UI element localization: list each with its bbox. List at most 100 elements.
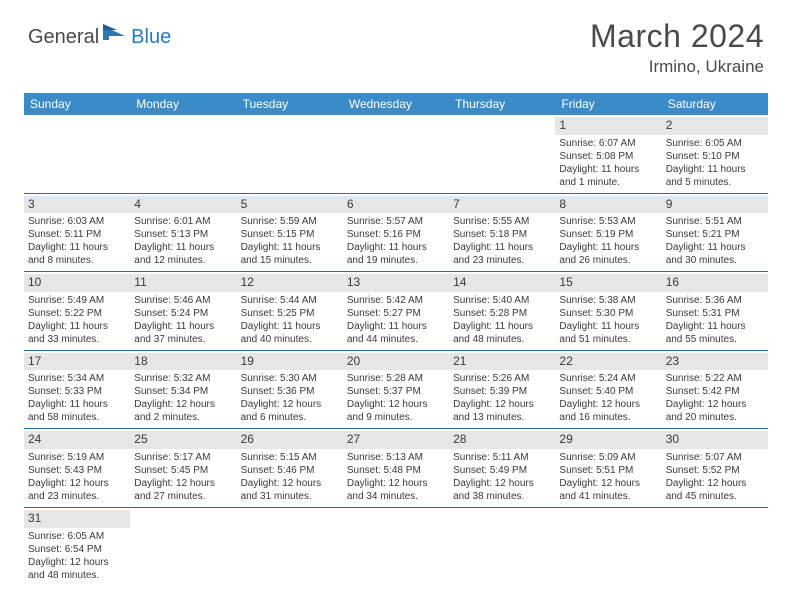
daylight-text: Daylight: 11 hours and 5 minutes. [666,163,764,189]
calendar-cell: 24Sunrise: 5:19 AMSunset: 5:43 PMDayligh… [24,429,130,508]
daylight-text: Daylight: 12 hours and 9 minutes. [347,398,445,424]
day-number: 19 [237,353,343,371]
calendar-cell: 17Sunrise: 5:34 AMSunset: 5:33 PMDayligh… [24,350,130,429]
sunrise-text: Sunrise: 5:17 AM [134,451,232,464]
daylight-text: Daylight: 11 hours and 23 minutes. [453,241,551,267]
daylight-text: Daylight: 12 hours and 38 minutes. [453,477,551,503]
calendar-row: 1Sunrise: 6:07 AMSunset: 5:08 PMDaylight… [24,115,768,193]
daylight-text: Daylight: 11 hours and 48 minutes. [453,320,551,346]
calendar-cell [237,115,343,193]
daylight-text: Daylight: 11 hours and 44 minutes. [347,320,445,346]
daylight-text: Daylight: 11 hours and 33 minutes. [28,320,126,346]
sunrise-text: Sunrise: 5:36 AM [666,294,764,307]
sunrise-text: Sunrise: 5:19 AM [28,451,126,464]
daylight-text: Daylight: 11 hours and 30 minutes. [666,241,764,267]
sunrise-text: Sunrise: 6:07 AM [559,137,657,150]
sunset-text: Sunset: 5:33 PM [28,385,126,398]
sunset-text: Sunset: 5:39 PM [453,385,551,398]
day-number: 13 [343,274,449,292]
sunrise-text: Sunrise: 5:59 AM [241,215,339,228]
sunset-text: Sunset: 5:28 PM [453,307,551,320]
calendar-row: 24 Sunrise: 5:19 AMSunset: 5:43 PM Dayligh… [24,429,768,508]
day-number: 18 [130,353,236,371]
day-number: 24 [24,431,130,449]
calendar-cell: 3Sunrise: 6:03 AMSunset: 5:11 PMDaylight… [24,193,130,272]
calendar-cell [24,115,130,193]
sunset-text: Sunset: 5:15 PM [241,228,339,241]
sunrise-text: Sunrise: 5:55 AM [453,215,551,228]
day-number: 20 [343,353,449,371]
day-header: Wednesday [343,93,449,115]
day-number: 6 [343,196,449,214]
calendar-cell: 29Sunrise: 5:09 AMSunset: 5:51 PMDayligh… [555,429,661,508]
sunrise-text: Sunrise: 5:30 AM [241,372,339,385]
logo-text-1: General [28,26,99,49]
sunrise-text: Sunrise: 6:05 AM [666,137,764,150]
daylight-text: Daylight: 12 hours and 41 minutes. [559,477,657,503]
day-header: Friday [555,93,661,115]
sunset-text: Sunset: 5:31 PM [666,307,764,320]
sunrise-text: Sunrise: 5:40 AM [453,294,551,307]
calendar-cell: 9Sunrise: 5:51 AMSunset: 5:21 PMDaylight… [662,193,768,272]
calendar-cell: 10 Sunrise: 5:49 AMSunset: 5:22 PMDayligh… [24,272,130,351]
sunset-text: Sunset: 5:11 PM [28,228,126,241]
day-number: 26 [237,431,343,449]
page-title: March 2024 [590,18,764,55]
sunrise-text: Sunrise: 5:15 AM [241,451,339,464]
calendar-cell: 14Sunrise: 5:40 AMSunset: 5:28 PMDayligh… [449,272,555,351]
calendar-row: 10Sunrise: 5:49 AMSunset: 5:22 PMDayligh… [24,272,768,351]
day-header: Tuesday [237,93,343,115]
daylight-text: Daylight: 12 hours and 31 minutes. [241,477,339,503]
sunset-text: Sunset: 5:43 PM [28,464,126,477]
calendar-body: 1Sunrise: 6:07 AMSunset: 5:08 PMDaylight… [24,115,768,586]
calendar-cell [237,507,343,585]
sunrise-text: Sunrise: 5:26 AM [453,372,551,385]
calendar-cell: 7Sunrise: 5:55 AMSunset: 5:18 PMDaylight… [449,193,555,272]
calendar-cell: 5Sunrise: 5:59 AMSunset: 5:15 PMDaylight… [237,193,343,272]
day-number: 11 [130,274,236,292]
day-header: Saturday [662,93,768,115]
daylight-text: Daylight: 11 hours and 51 minutes. [559,320,657,346]
page: General Blue March 2024 Irmino, Ukraine … [0,0,792,586]
logo-text-2: Blue [131,26,171,49]
calendar-cell: 1Sunrise: 6:07 AMSunset: 5:08 PMDaylight… [555,115,661,193]
day-header: Thursday [449,93,555,115]
sunrise-text: Sunrise: 5:49 AM [28,294,126,307]
calendar-row: 17Sunrise: 5:34 AMSunset: 5:33 PMDayligh… [24,350,768,429]
calendar-cell: 12Sunrise: 5:44 AMSunset: 5:25 PMDayligh… [237,272,343,351]
day-number: 3 [24,196,130,214]
daylight-text: Daylight: 11 hours and 15 minutes. [241,241,339,267]
sunset-text: Sunset: 5:49 PM [453,464,551,477]
sunset-text: Sunset: 6:54 PM [28,543,126,556]
day-number: 2 [662,117,768,135]
sunrise-text: Sunrise: 5:28 AM [347,372,445,385]
sunrise-text: Sunrise: 6:03 AM [28,215,126,228]
sunset-text: Sunset: 5:48 PM [347,464,445,477]
day-number: 15 [555,274,661,292]
calendar-cell [130,115,236,193]
calendar-cell: 2Sunrise: 6:05 AMSunset: 5:10 PMDaylight… [662,115,768,193]
day-number: 12 [237,274,343,292]
sunrise-text: Sunrise: 5:38 AM [559,294,657,307]
daylight-text: Daylight: 11 hours and 26 minutes. [559,241,657,267]
day-number: 10 [24,274,130,292]
calendar-cell: 16Sunrise: 5:36 AMSunset: 5:31 PMDayligh… [662,272,768,351]
sunrise-text: Sunrise: 5:44 AM [241,294,339,307]
calendar-cell: 31Sunrise: 6:05 AMSunset: 6:54 PMDayligh… [24,507,130,585]
day-number: 9 [662,196,768,214]
sunrise-text: Sunrise: 5:34 AM [28,372,126,385]
day-header: Sunday [24,93,130,115]
calendar-cell: 20Sunrise: 5:28 AMSunset: 5:37 PMDayligh… [343,350,449,429]
sunset-text: Sunset: 5:22 PM [28,307,126,320]
calendar-cell: 8Sunrise: 5:53 AMSunset: 5:19 PMDaylight… [555,193,661,272]
calendar-cell: 18Sunrise: 5:32 AMSunset: 5:34 PMDayligh… [130,350,236,429]
sunset-text: Sunset: 5:27 PM [347,307,445,320]
sunset-text: Sunset: 5:51 PM [559,464,657,477]
calendar-cell: 13Sunrise: 5:42 AMSunset: 5:27 PMDayligh… [343,272,449,351]
daylight-text: Daylight: 12 hours and 27 minutes. [134,477,232,503]
sunset-text: Sunset: 5:24 PM [134,307,232,320]
sunset-text: Sunset: 5:40 PM [559,385,657,398]
day-number: 31 [24,510,130,528]
calendar-cell [449,507,555,585]
header-row: General Blue March 2024 Irmino, Ukraine [0,0,792,85]
